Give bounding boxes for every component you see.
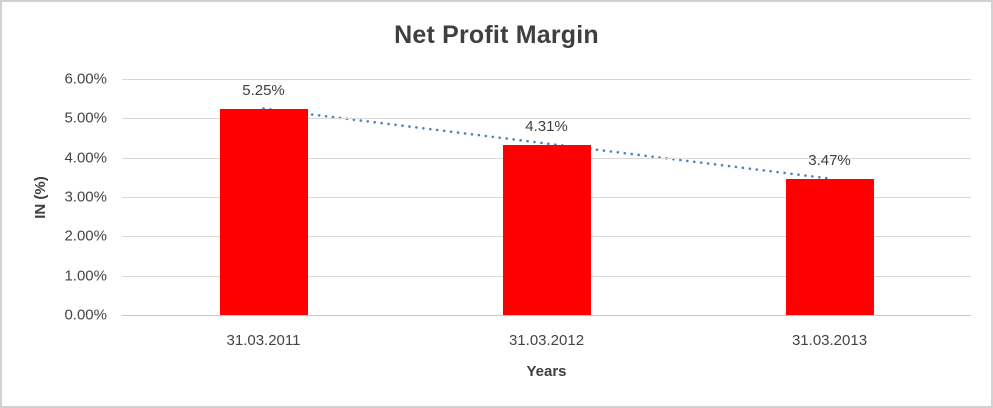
y-tick-label: 2.00% — [64, 227, 107, 245]
chart-title: Net Profit Margin — [394, 21, 599, 49]
plot-area: 5.25% 4.31% 3.47% — [122, 79, 971, 316]
y-tick-label: 6.00% — [64, 70, 107, 88]
gridline — [122, 79, 971, 80]
y-tick-label: 1.00% — [64, 267, 107, 285]
y-tick-label: 0.00% — [64, 306, 107, 324]
x-tick-label: 31.03.2013 — [791, 332, 868, 349]
bar-31.03.2013 — [785, 178, 874, 315]
data-label: 4.31% — [525, 118, 568, 136]
x-axis-labels: 31.03.2011 31.03.2012 31.03.2013 — [122, 315, 971, 355]
trendline — [262, 107, 831, 180]
y-tick-label: 3.00% — [64, 188, 107, 206]
y-tick-label: 5.00% — [64, 109, 107, 127]
x-tick-label: 31.03.2011 — [226, 332, 301, 349]
gridline — [122, 118, 971, 120]
bar-31.03.2011 — [219, 108, 308, 315]
gridline — [122, 315, 971, 316]
x-tick-label: 31.03.2012 — [508, 332, 585, 349]
y-axis-labels: 0.00% 1.00% 2.00% 3.00% 4.00% 5.00% 6.00% — [2, 71, 107, 324]
bar-31.03.2012 — [502, 145, 591, 315]
data-label: 3.47% — [808, 151, 851, 169]
data-label: 5.25% — [242, 81, 285, 99]
trendline-layer — [262, 107, 831, 180]
y-tick-label: 4.00% — [64, 149, 107, 167]
x-axis-title: Years — [526, 363, 567, 380]
